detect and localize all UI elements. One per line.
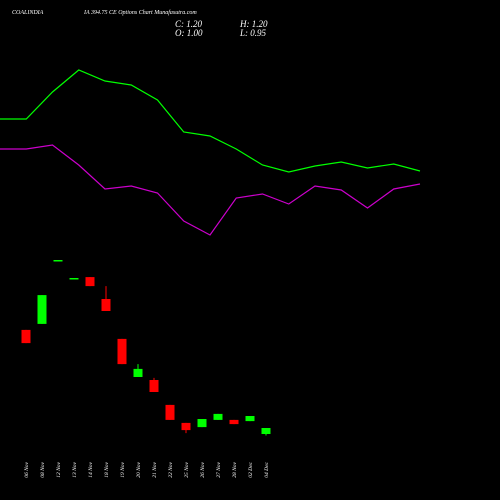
x-tick-label: 08 Nov <box>40 461 46 477</box>
low-label: L: 0.95 <box>239 28 267 38</box>
high-label: H: 1.20 <box>239 19 268 29</box>
x-tick-label: 28 Nov <box>232 461 238 477</box>
x-tick-label: 27 Nov <box>216 461 222 477</box>
x-tick-label: 20 Nov <box>136 461 142 477</box>
candle-body <box>53 260 63 262</box>
candle-body <box>261 428 271 434</box>
candle-body <box>213 413 223 420</box>
x-tick-label: 22 Nov <box>168 461 174 477</box>
x-tick-label: 26 Nov <box>200 461 206 477</box>
x-tick-label: 14 Nov <box>87 461 94 477</box>
candle-body <box>229 419 239 425</box>
candle-body <box>37 295 47 324</box>
close-label: C: 1.20 <box>175 19 203 29</box>
candle-body <box>165 404 175 420</box>
x-tick-label: 21 Nov <box>152 461 158 477</box>
candle-body <box>85 277 95 287</box>
x-tick-label: 19 Nov <box>120 461 126 477</box>
x-tick-label: 25 Nov <box>184 461 190 477</box>
ticker: COALINDIA <box>12 10 44 16</box>
candle-body <box>245 416 255 422</box>
chart-title: IA 394.75 CE Options Chart Munafasutra.c… <box>83 9 197 16</box>
candle-body <box>133 368 143 377</box>
open-label: O: 1.00 <box>175 28 203 38</box>
candle-body <box>21 329 31 344</box>
indicator-line <box>0 144 421 236</box>
x-tick-label: 13 Nov <box>72 461 78 477</box>
candle-body <box>69 278 79 280</box>
candle-body <box>181 422 191 431</box>
x-tick-label: 12 Nov <box>56 461 62 477</box>
candle-body <box>101 299 111 311</box>
x-tick-label: 06 Nov <box>24 461 30 477</box>
candle-body <box>117 338 127 365</box>
candle-body <box>149 380 159 392</box>
x-tick-label: 02 Dec <box>248 461 254 477</box>
x-tick-label: 18 Nov <box>104 461 110 477</box>
indicator-line <box>0 69 421 173</box>
candle-body <box>197 419 207 428</box>
x-tick-label: 04 Dec <box>263 461 270 477</box>
